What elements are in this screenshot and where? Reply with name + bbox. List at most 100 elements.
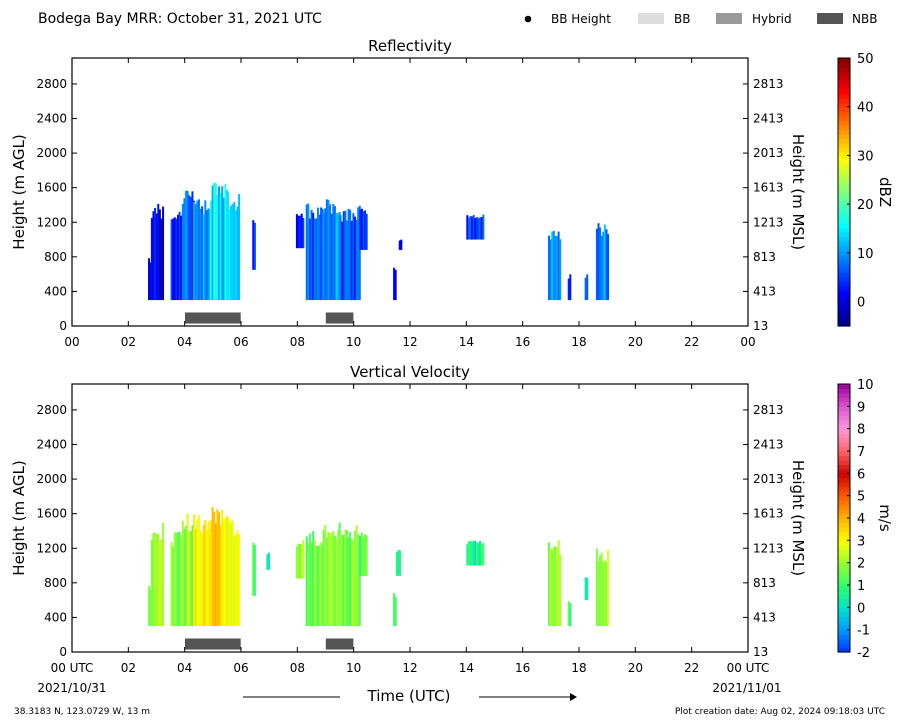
- precip-slice: [211, 507, 214, 627]
- precip-slice: [345, 220, 348, 301]
- y-tick-label: 0: [59, 645, 67, 659]
- precip-slice: [362, 211, 365, 250]
- precip-slice: [327, 199, 330, 301]
- colorbar-tick-label: 0: [857, 296, 865, 311]
- colorbar-segment: [838, 611, 850, 617]
- colorbar-tick-label: 10: [857, 378, 874, 393]
- precip-slice: [299, 543, 302, 579]
- precip-slice: [559, 239, 562, 301]
- precip-slice: [183, 529, 186, 627]
- precip-slice: [603, 224, 606, 301]
- precip-slice: [180, 535, 183, 627]
- y-tick-label: 2000: [36, 472, 67, 486]
- precip-slice: [471, 216, 474, 240]
- colorbar-segment: [838, 477, 850, 483]
- precip-slice: [238, 194, 241, 301]
- colorbar-tick-label: 40: [857, 101, 874, 116]
- colorbar-segment: [838, 272, 850, 278]
- precip-slice: [178, 211, 181, 301]
- precip-slice: [234, 534, 237, 627]
- precip-slice: [226, 192, 229, 301]
- y-tick-label-right: 813: [753, 250, 776, 264]
- precip-slice: [567, 278, 570, 301]
- precip-slice: [176, 214, 179, 301]
- precip-slice: [158, 540, 161, 627]
- precip-slice: [313, 218, 316, 301]
- precip-slice: [202, 525, 205, 627]
- precip-slice: [310, 542, 313, 627]
- x-tick-label: 16: [515, 661, 530, 675]
- precip-slice: [180, 215, 183, 301]
- precip-slice: [480, 544, 483, 566]
- colorbar-segment: [838, 459, 850, 465]
- precip-slice: [603, 560, 606, 627]
- precip-slice: [150, 217, 153, 301]
- colorbar-segment: [838, 526, 850, 532]
- precip-slice: [479, 217, 482, 240]
- precip-column: [548, 540, 562, 627]
- colorbar-segment: [838, 165, 850, 171]
- precip-column: [393, 267, 397, 301]
- precip-slice: [196, 519, 199, 627]
- colorbar-segment: [838, 102, 850, 108]
- precip-slice: [586, 577, 589, 601]
- colorbar-segment: [838, 294, 850, 300]
- precip-slice: [477, 218, 480, 240]
- precip-slice: [224, 183, 227, 301]
- y-tick-label-right: 13: [753, 645, 768, 659]
- precip-slice: [595, 228, 598, 301]
- precip-slice: [394, 597, 397, 627]
- precip-slice: [393, 267, 396, 301]
- y-tick-label-right: 2413: [753, 438, 784, 452]
- precip-slice: [552, 230, 555, 301]
- reflectivity-colorbar: 0 10 20 30 40 50: [837, 52, 874, 327]
- precip-slice: [197, 514, 200, 627]
- precip-slice: [569, 603, 572, 627]
- x-axis-label: Time (UTC): [367, 687, 451, 705]
- colorbar-segment: [838, 598, 850, 604]
- precip-slice: [467, 541, 470, 566]
- precip-slice: [556, 236, 559, 301]
- y-tick-label: 800: [44, 576, 67, 590]
- y-tick-label-right: 1213: [753, 541, 784, 555]
- precip-slice: [600, 235, 603, 301]
- colorbar-segment: [838, 482, 850, 488]
- precip-slice: [204, 200, 207, 301]
- colorbar-segment: [838, 544, 850, 550]
- precip-slice: [154, 207, 157, 301]
- precip-slice: [302, 217, 305, 249]
- precip-slice: [221, 509, 224, 627]
- precip-slice: [364, 534, 367, 576]
- colorbar-segment: [838, 616, 850, 622]
- y-tick-label: 1200: [36, 215, 67, 229]
- precip-slice: [602, 231, 605, 301]
- precip-slice: [551, 231, 554, 301]
- x-tick-label: 20: [628, 335, 643, 349]
- precip-column: [295, 213, 305, 249]
- precip-slice: [466, 544, 469, 566]
- precip-slice: [471, 541, 474, 566]
- precip-column: [567, 274, 572, 301]
- colorbar-segment: [838, 500, 850, 506]
- colorbar-segment: [838, 513, 850, 519]
- precip-slice: [474, 540, 477, 566]
- precip-slice: [557, 231, 560, 301]
- end-date: 2021/11/01: [712, 681, 781, 695]
- precip-slice: [312, 212, 315, 301]
- x-tick-label: 04: [177, 661, 192, 675]
- precip-slice: [325, 199, 328, 301]
- precip-slice: [480, 217, 483, 240]
- colorbar-segment: [838, 205, 850, 211]
- precip-slice: [234, 210, 237, 301]
- precip-slice: [602, 561, 605, 627]
- x-tick-label: 00 UTC: [727, 661, 770, 675]
- colorbar-segment: [838, 540, 850, 546]
- colorbar-segment: [838, 299, 850, 305]
- colorbar-tick-label: 8: [857, 423, 865, 438]
- precip-slice: [344, 210, 347, 301]
- precip-slice: [322, 212, 325, 301]
- precip-column: [181, 190, 196, 301]
- colorbar-segment: [838, 607, 850, 613]
- colorbar-segment: [838, 267, 850, 273]
- precip-slice: [467, 217, 470, 240]
